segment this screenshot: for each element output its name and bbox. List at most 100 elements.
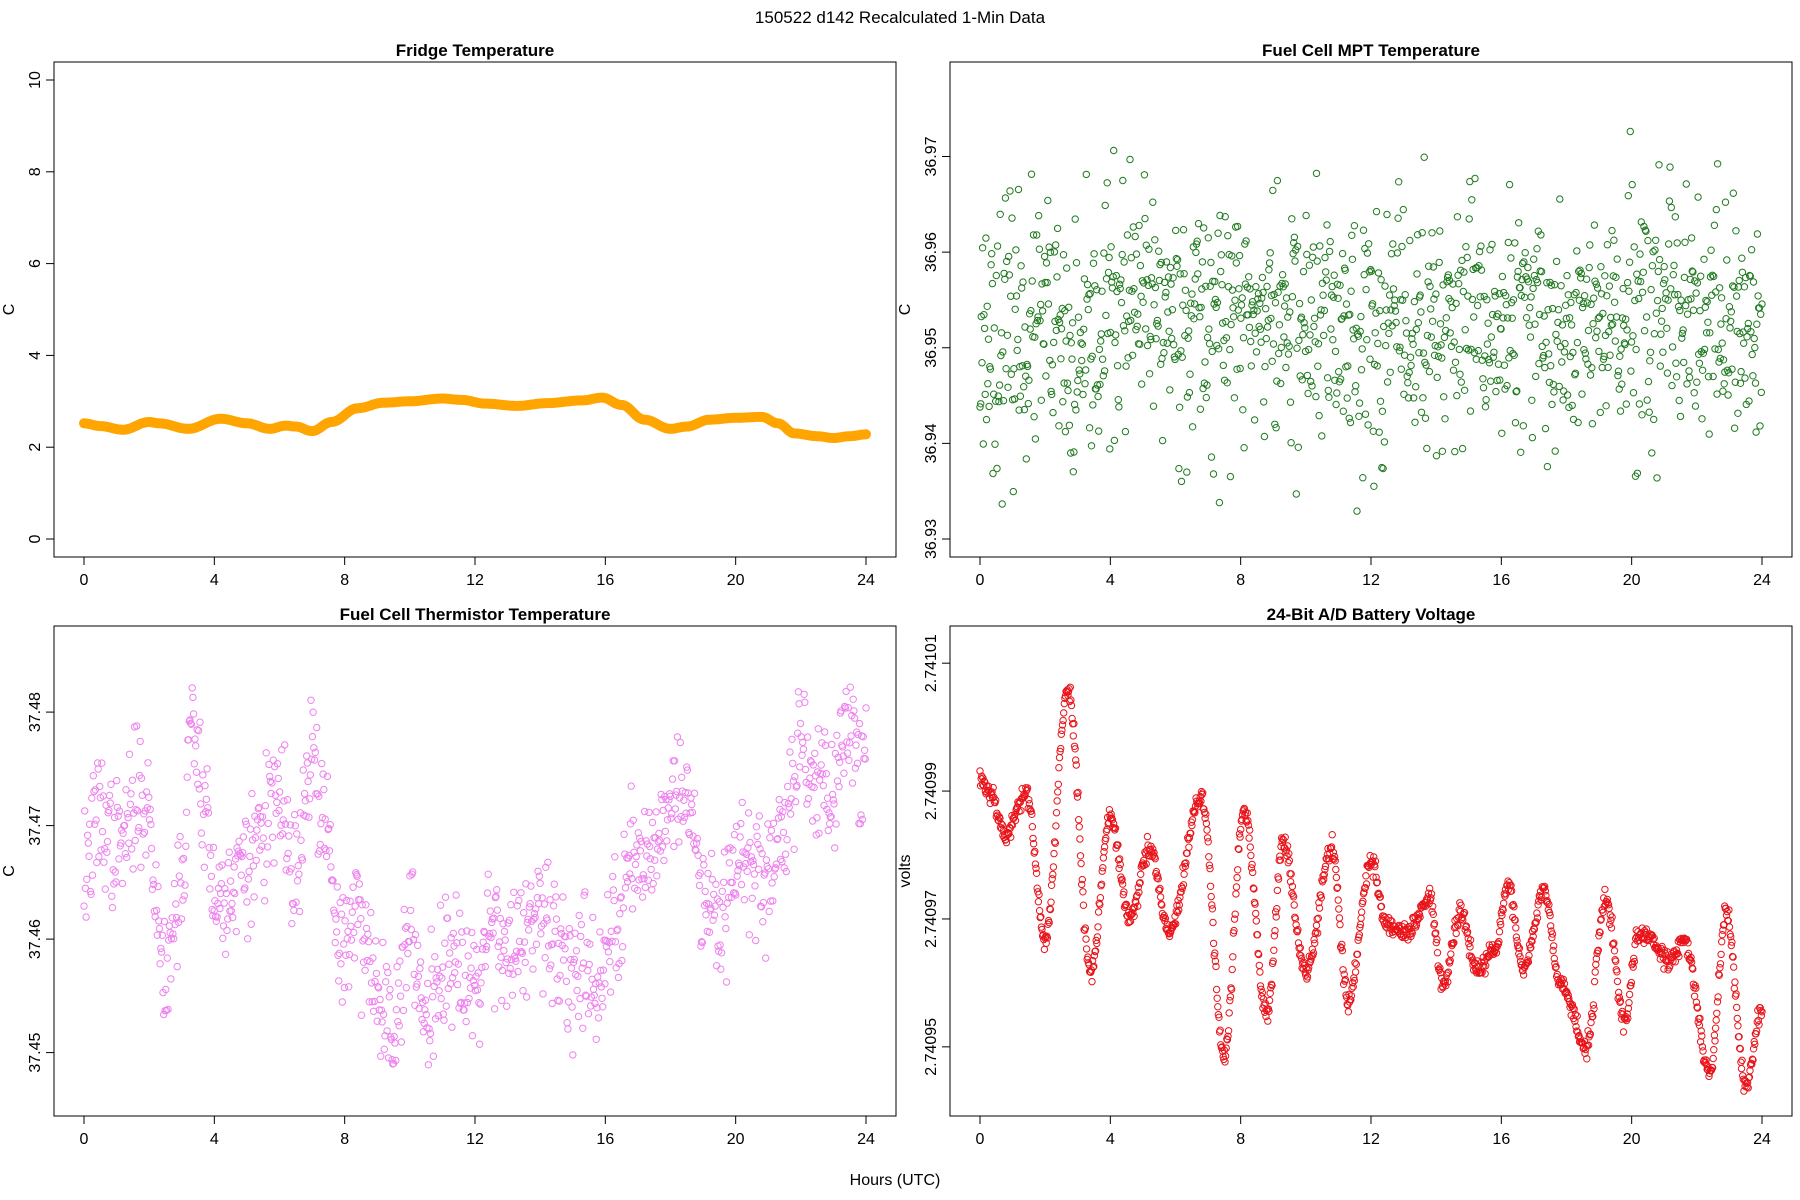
data-point [1193, 237, 1201, 245]
data-series-mpt [976, 127, 1766, 515]
data-point [1366, 355, 1374, 363]
data-point [1455, 345, 1464, 354]
x-tick-label: 0 [976, 572, 985, 589]
data-point [1009, 487, 1017, 496]
data-point [1262, 334, 1271, 343]
data-point [1209, 918, 1217, 927]
data-point [1652, 309, 1661, 317]
data-point [1043, 278, 1051, 287]
data-point [1372, 207, 1381, 216]
data-point [1151, 236, 1159, 244]
data-point [1290, 901, 1298, 909]
data-point [1082, 170, 1091, 179]
data-point [1221, 213, 1229, 221]
data-point [1362, 872, 1370, 880]
data-point [541, 954, 549, 962]
data-point [1359, 474, 1367, 482]
data-point [1332, 400, 1340, 409]
data-point [1528, 396, 1536, 404]
data-point [1133, 322, 1141, 330]
data-point [1121, 427, 1130, 436]
data-point [1718, 339, 1726, 347]
data-point [250, 893, 258, 901]
data-point [1299, 331, 1307, 339]
data-point [1344, 362, 1352, 370]
x-tick-label: 4 [1106, 572, 1115, 589]
data-point [190, 760, 199, 768]
data-point [784, 782, 792, 791]
data-point [1437, 341, 1445, 349]
data-point [309, 708, 317, 716]
data-point [1201, 358, 1209, 366]
data-point [1153, 316, 1162, 325]
data-point [997, 351, 1005, 360]
data-point [1154, 322, 1162, 330]
data-point [437, 994, 445, 1003]
data-point [1105, 253, 1113, 262]
data-point [1614, 367, 1623, 375]
data-point [606, 988, 615, 996]
data-point [1027, 306, 1035, 315]
data-point [1098, 355, 1107, 363]
data-point [995, 381, 1004, 389]
data-point [1258, 273, 1267, 282]
data-point [88, 871, 97, 879]
data-point [992, 271, 1000, 280]
data-point [283, 796, 292, 804]
data-point [1552, 257, 1561, 266]
data-point [1754, 292, 1762, 300]
data-point [448, 1023, 456, 1031]
data-point [1164, 308, 1172, 316]
data-point [1495, 928, 1504, 936]
data-point [1270, 290, 1278, 299]
data-point [1498, 272, 1507, 281]
data-point [559, 893, 567, 901]
data-point [1487, 333, 1496, 341]
data-point [1433, 373, 1441, 382]
data-point [1642, 313, 1651, 321]
data-point [1329, 336, 1337, 344]
data-point [1007, 292, 1015, 300]
data-point [1168, 306, 1177, 314]
data-point [1695, 359, 1704, 367]
data-point [147, 844, 156, 853]
data-point [782, 867, 790, 876]
data-point [1648, 262, 1657, 270]
data-point [1152, 335, 1160, 343]
data-point [1573, 338, 1582, 347]
data-point [1233, 365, 1241, 373]
data-point [1639, 268, 1648, 276]
data-point [1417, 308, 1425, 316]
data-point [1558, 358, 1566, 366]
data-point [1047, 881, 1056, 889]
data-point [1120, 258, 1128, 266]
data-point [1681, 238, 1689, 247]
y-tick-label: 36.93 [923, 519, 940, 559]
data-point [1749, 1045, 1758, 1053]
data-point [1069, 732, 1078, 740]
data-point [1150, 301, 1158, 309]
data-point [1237, 314, 1245, 322]
data-point [1461, 326, 1469, 334]
data-point [751, 882, 759, 890]
data-point [767, 826, 776, 835]
data-point [647, 865, 655, 874]
data-point [1335, 914, 1344, 922]
data-point [825, 809, 833, 817]
data-point [1320, 331, 1328, 340]
data-point [1731, 978, 1739, 986]
data-point [817, 761, 825, 769]
data-point [1137, 292, 1145, 300]
data-point [1354, 332, 1363, 340]
data-point [577, 932, 585, 941]
x-tick-label: 20 [727, 572, 745, 589]
data-point [221, 950, 230, 958]
data-point [1035, 245, 1044, 253]
data-point [252, 856, 260, 865]
data-point [688, 800, 696, 809]
data-point [984, 380, 992, 388]
data-point [618, 943, 627, 951]
data-point [1054, 780, 1063, 788]
data-point [1520, 258, 1528, 266]
data-point [167, 975, 175, 983]
